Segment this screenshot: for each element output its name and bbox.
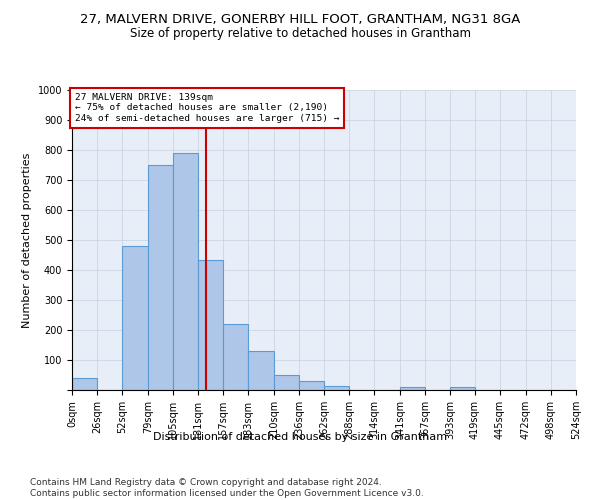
Bar: [450, 387, 475, 390]
Text: 27, MALVERN DRIVE, GONERBY HILL FOOT, GRANTHAM, NG31 8GA: 27, MALVERN DRIVE, GONERBY HILL FOOT, GR…: [80, 12, 520, 26]
Y-axis label: Number of detached properties: Number of detached properties: [22, 152, 32, 328]
Text: 27 MALVERN DRIVE: 139sqm
← 75% of detached houses are smaller (2,190)
24% of sem: 27 MALVERN DRIVE: 139sqm ← 75% of detach…: [75, 93, 340, 123]
Bar: [198, 260, 223, 390]
Bar: [148, 165, 173, 390]
Bar: [299, 381, 324, 390]
Bar: [173, 153, 198, 390]
Bar: [400, 387, 425, 390]
Bar: [324, 386, 349, 390]
Text: Contains HM Land Registry data © Crown copyright and database right 2024.
Contai: Contains HM Land Registry data © Crown c…: [30, 478, 424, 498]
Bar: [223, 324, 248, 390]
Bar: [122, 246, 148, 390]
Bar: [248, 351, 274, 390]
Text: Size of property relative to detached houses in Grantham: Size of property relative to detached ho…: [130, 28, 470, 40]
Bar: [72, 378, 97, 390]
Text: Distribution of detached houses by size in Grantham: Distribution of detached houses by size …: [153, 432, 447, 442]
Bar: [274, 375, 299, 390]
